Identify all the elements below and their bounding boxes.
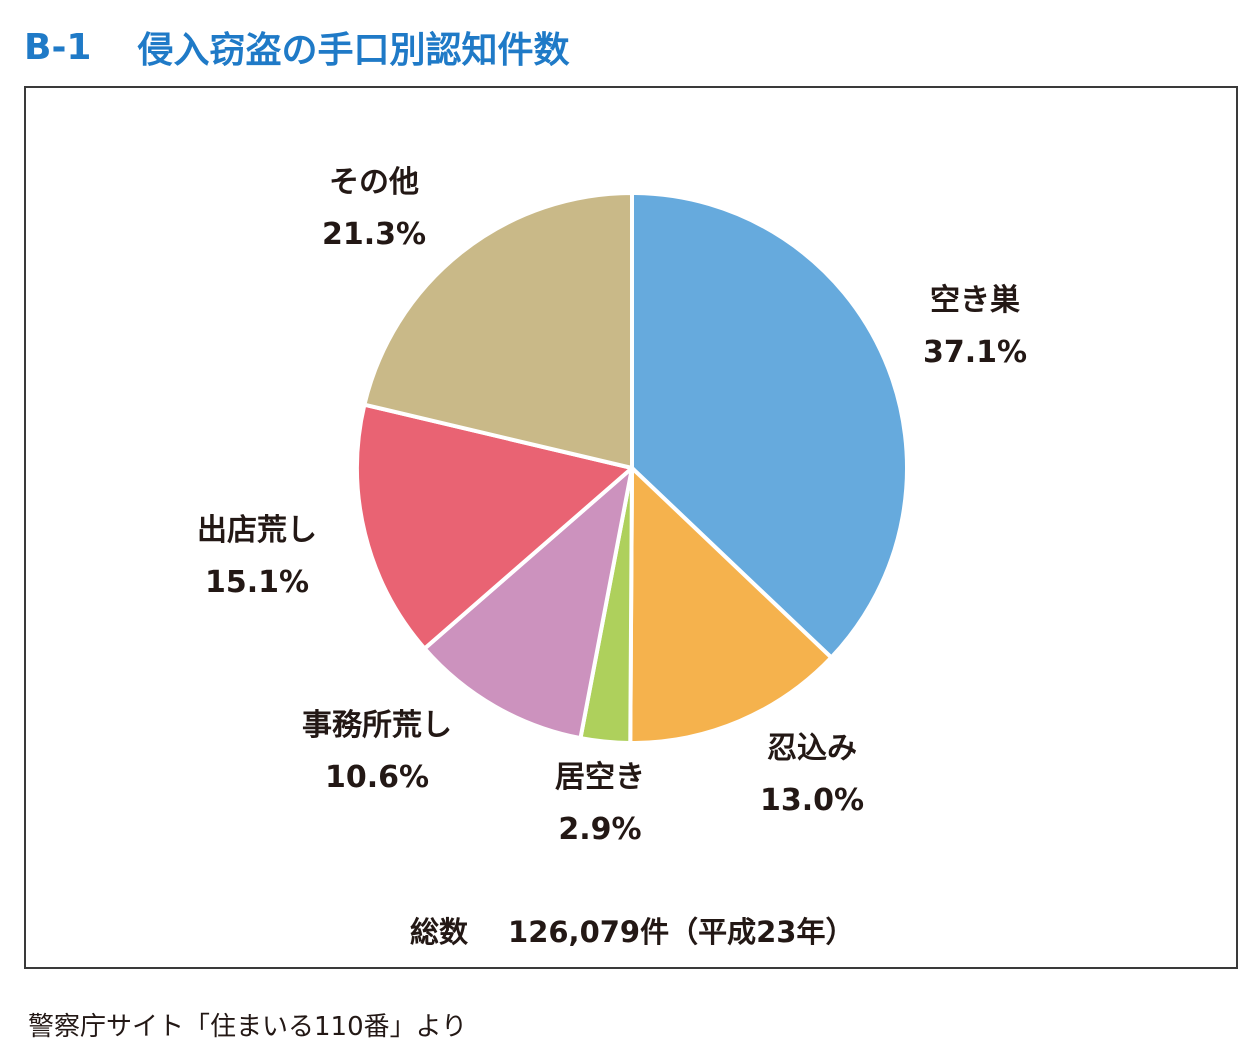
- slice-value-label: 15.1%: [204, 565, 310, 600]
- total-value: 126,079件（平成23年）: [508, 915, 855, 949]
- slice-label-akisu: 空き巣 37.1%: [923, 280, 1027, 374]
- slice-value-label: 37.1%: [922, 335, 1028, 370]
- chart-title: B-1 侵入窃盗の手口別認知件数: [24, 22, 569, 72]
- slice-label-sonota: その他 21.3%: [322, 162, 426, 256]
- slice-category-label: その他: [328, 165, 419, 200]
- total-label: 総数: [410, 915, 469, 949]
- slice-category-label: 出店荒し: [197, 513, 317, 548]
- slice-value-label: 21.3%: [321, 217, 427, 252]
- slice-category-label: 居空き: [555, 760, 645, 795]
- total-count: 総数 126,079件（平成23年）: [410, 908, 854, 952]
- pie-slice-6: [362, 191, 634, 470]
- pie-slice-4: [422, 466, 634, 741]
- pie-slice-1: [630, 191, 909, 660]
- source-note: 警察庁サイト「住まいる110番」より: [28, 1011, 468, 1042]
- slice-category-label: 空き巣: [929, 283, 1020, 318]
- slice-category-label: 忍込み: [766, 731, 857, 766]
- slice-value-label: 13.0%: [759, 783, 865, 818]
- slice-value-label: 2.9%: [558, 812, 642, 847]
- slice-label-demise-arashi: 出店荒し 15.1%: [197, 510, 317, 604]
- figure-number: B-1: [24, 26, 92, 68]
- pie-slice-2: [628, 466, 834, 745]
- slice-label-jimusho-arashi: 事務所荒し 10.6%: [302, 705, 452, 799]
- figure-title: 侵入窃盗の手口別認知件数: [137, 30, 570, 71]
- chart-frame: [24, 86, 1238, 969]
- slice-label-shinobikomi: 忍込み 13.0%: [760, 728, 864, 822]
- slice-label-iaki: 居空き 2.9%: [555, 757, 645, 851]
- slice-category-label: 事務所荒し: [302, 708, 452, 743]
- slice-value-label: 10.6%: [324, 760, 430, 795]
- pie-slice-5: [355, 402, 634, 651]
